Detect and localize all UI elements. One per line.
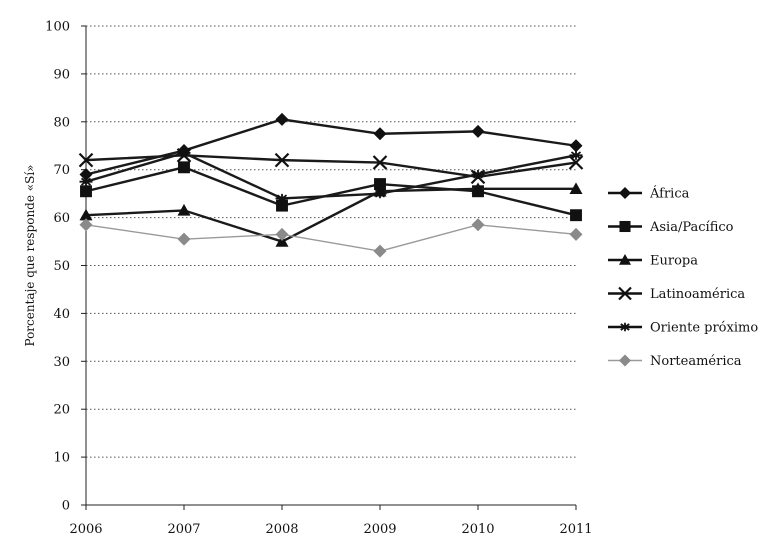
data-point — [569, 139, 583, 153]
y-tick-label: 100 — [45, 20, 70, 35]
y-tick-label: 50 — [53, 259, 70, 274]
y-tick-label: 20 — [53, 403, 70, 418]
data-point — [373, 244, 387, 258]
data-point — [471, 182, 485, 195]
y-tick-label: 60 — [53, 211, 70, 226]
series-line — [85, 154, 577, 179]
data-point — [619, 354, 631, 367]
data-point — [619, 220, 631, 233]
legend-label: África — [649, 186, 690, 202]
data-point — [570, 209, 582, 222]
data-point — [275, 235, 289, 247]
y-tick-label: 40 — [53, 307, 70, 322]
data-point — [178, 161, 190, 174]
data-point — [80, 185, 92, 198]
y-tick-label: 30 — [53, 355, 70, 370]
data-point — [471, 169, 485, 180]
y-tick-label: 70 — [53, 163, 70, 178]
data-point — [78, 152, 94, 168]
data-point — [177, 148, 191, 158]
gridlines — [86, 25, 576, 458]
legend-label: Latinoamérica — [650, 287, 745, 302]
series-5 — [79, 148, 583, 203]
data-point — [618, 286, 632, 301]
data-point — [471, 124, 485, 138]
series-line — [85, 187, 576, 243]
legend-item: África — [608, 186, 690, 202]
legend: África Asia/Pacífico Europa Latinoamérica Or… — [608, 186, 758, 369]
series-4 — [78, 148, 584, 185]
data-point — [276, 199, 288, 212]
legend-item: Norteamérica — [608, 354, 742, 369]
legend-label: Asia/Pacífico — [649, 220, 734, 235]
y-tick-label: 80 — [53, 115, 70, 130]
y-axis-label: Porcentaje que responde «Sí» — [23, 164, 37, 346]
x-tick-label: 2008 — [265, 522, 298, 537]
data-point — [471, 218, 485, 232]
data-point — [373, 127, 387, 141]
data-point — [275, 193, 289, 203]
legend-item: Oriente próximo — [608, 321, 758, 336]
data-point — [569, 227, 583, 241]
data-point — [374, 178, 386, 191]
data-point — [275, 227, 289, 241]
legend-label: Oriente próximo — [650, 321, 758, 336]
data-point — [79, 208, 93, 221]
data-point — [619, 254, 631, 265]
y-tick-label: 90 — [53, 67, 70, 82]
data-point — [177, 203, 191, 216]
y-tick-labels: 0 10 20 30 40 50 60 70 80 90 100 — [45, 20, 70, 514]
legend-item: Europa — [608, 254, 698, 269]
series-line — [85, 151, 577, 200]
data-point — [79, 177, 93, 187]
x-tick-label: 2006 — [69, 522, 102, 537]
data-point — [372, 155, 388, 170]
x-tick-label: 2010 — [461, 522, 494, 537]
data-point — [79, 167, 93, 181]
series-6 — [79, 218, 583, 258]
x-tick-label: 2007 — [167, 522, 200, 537]
legend-item: Latinoamérica — [608, 286, 745, 302]
series-line — [85, 118, 577, 176]
data-point — [275, 112, 289, 126]
data-point — [274, 152, 290, 168]
series-lines — [78, 112, 584, 258]
x-tick-label: 2009 — [363, 522, 396, 537]
data-point — [569, 182, 583, 195]
y-tick-label: 0 — [62, 499, 70, 514]
data-point — [619, 322, 631, 332]
y-tick-label: 10 — [53, 451, 70, 466]
axes — [81, 25, 577, 510]
x-tick-labels: 2006 2007 2008 2009 2010 2011 — [69, 522, 592, 537]
series-3 — [79, 182, 583, 247]
data-point — [569, 150, 583, 160]
x-tick-label: 2011 — [559, 522, 592, 537]
legend-label: Norteamérica — [650, 354, 742, 369]
legend-label: Europa — [650, 254, 698, 269]
data-point — [177, 232, 191, 246]
data-point — [619, 187, 631, 199]
legend-item: Asia/Pacífico — [608, 220, 734, 235]
series-line — [85, 224, 577, 252]
series-1 — [79, 112, 583, 181]
data-point — [79, 218, 93, 232]
data-point — [373, 189, 387, 199]
